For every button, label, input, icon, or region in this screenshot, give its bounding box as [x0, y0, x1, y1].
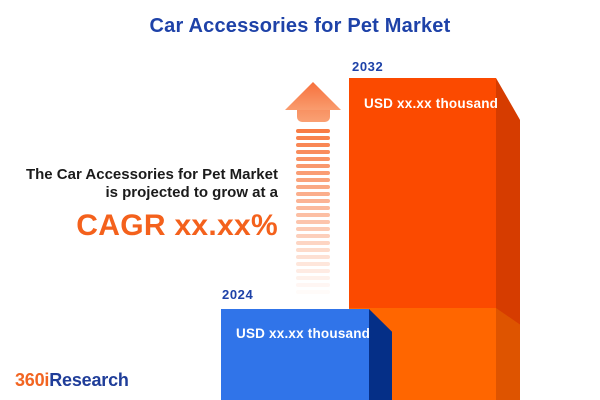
arrow-stripe	[296, 262, 330, 266]
arrow-stripe	[296, 234, 330, 238]
growth-annotation: The Car Accessories for Pet Market is pr…	[0, 166, 278, 243]
brand-logo-suffix: Research	[49, 370, 129, 390]
arrow-head	[285, 82, 341, 110]
bar-2024-year-label: 2024	[222, 287, 254, 302]
arrow-stripe	[296, 129, 330, 133]
arrow-stripe	[296, 213, 330, 217]
arrow-stripe	[296, 136, 330, 140]
page-title: Car Accessories for Pet Market	[149, 15, 451, 37]
arrow-stripe	[296, 171, 330, 175]
arrow-stripe	[296, 269, 330, 273]
arrow-stripe	[296, 283, 330, 287]
arrow-stripe	[296, 150, 330, 154]
annotation-line-1: The Car Accessories for Pet Market	[25, 166, 278, 183]
growth-arrow-icon	[285, 82, 341, 297]
arrow-stripe	[296, 192, 330, 196]
arrow-stripe	[296, 206, 330, 210]
arrow-stripe	[296, 241, 330, 245]
bar-2032-value-label: USD xx.xx thousand	[364, 96, 499, 111]
arrow-stripe	[296, 227, 330, 231]
arrow-stripe	[296, 157, 330, 161]
bar-2032-year-label: 2032	[352, 59, 384, 74]
arrow-stripe	[296, 220, 330, 224]
bar-2024-front-face	[221, 309, 369, 400]
arrow-stripe	[296, 164, 330, 168]
arrow-stripe	[296, 185, 330, 189]
cagr-value: CAGR xx.xx%	[76, 209, 278, 242]
annotation-line-2: is projected to grow at a	[105, 184, 278, 201]
arrow-stripe	[296, 290, 330, 294]
arrow-stripe	[296, 255, 330, 259]
brand-logo: 360iResearch	[15, 370, 129, 391]
arrow-stripe	[296, 199, 330, 203]
growth-arrow-stripes	[296, 129, 330, 294]
arrow-stripe	[296, 248, 330, 252]
arrow-stripe	[296, 276, 330, 280]
arrow-stripe	[296, 143, 330, 147]
brand-logo-prefix: 360i	[15, 370, 50, 390]
bar-2024-side-face	[369, 309, 392, 400]
bar-2032-base-segment-side	[496, 308, 520, 400]
arrow-stripe	[296, 178, 330, 182]
bar-2024-value-label: USD xx.xx thousand	[236, 326, 371, 341]
